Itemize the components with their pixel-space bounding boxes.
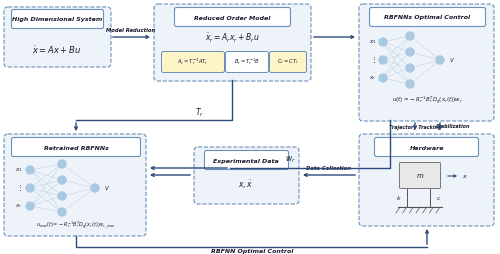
Text: $\vdots$: $\vdots$ (370, 55, 376, 65)
Circle shape (436, 56, 444, 64)
FancyBboxPatch shape (359, 134, 494, 226)
Text: $T_r$: $T_r$ (196, 107, 204, 119)
FancyBboxPatch shape (400, 163, 440, 188)
Text: RBFNN Optimal Control: RBFNN Optimal Control (211, 249, 293, 254)
Circle shape (406, 64, 414, 72)
Text: $x_1$: $x_1$ (369, 38, 377, 46)
Text: $\dot{x}_r = A_r x_r + B_r u$: $\dot{x}_r = A_r x_r + B_r u$ (204, 31, 260, 45)
Circle shape (406, 32, 414, 40)
Text: Data Collection: Data Collection (306, 166, 352, 170)
Circle shape (379, 74, 387, 82)
FancyBboxPatch shape (12, 137, 140, 156)
FancyBboxPatch shape (194, 147, 299, 204)
Text: $C_r = CT_r$: $C_r = CT_r$ (277, 58, 299, 67)
Text: $x_r$: $x_r$ (16, 202, 22, 210)
Text: Hardware: Hardware (410, 146, 444, 151)
Circle shape (91, 184, 99, 192)
Text: $x_1$: $x_1$ (15, 166, 23, 174)
Text: $u(t) = -R_r^{-1}B_r^T D_g(x_r(t))w_r$: $u(t) = -R_r^{-1}B_r^T D_g(x_r(t))w_r$ (392, 94, 462, 106)
FancyBboxPatch shape (4, 134, 146, 236)
FancyBboxPatch shape (174, 8, 290, 26)
FancyBboxPatch shape (162, 52, 224, 72)
Text: $m$: $m$ (416, 172, 424, 180)
Text: $V$: $V$ (104, 184, 110, 192)
Text: RBFNNs Optimal Control: RBFNNs Optimal Control (384, 15, 470, 21)
FancyBboxPatch shape (12, 9, 104, 28)
Text: $\dot{x} = Ax + Bu$: $\dot{x} = Ax + Bu$ (32, 44, 82, 56)
Text: $x_r$: $x_r$ (370, 74, 376, 82)
FancyBboxPatch shape (370, 8, 486, 26)
Text: $A_r = T_r^{-1}AT_r$: $A_r = T_r^{-1}AT_r$ (177, 57, 209, 67)
Circle shape (406, 48, 414, 56)
Circle shape (26, 166, 34, 174)
FancyBboxPatch shape (270, 52, 306, 72)
Circle shape (58, 192, 66, 200)
FancyBboxPatch shape (204, 151, 288, 169)
Text: $V$: $V$ (449, 56, 455, 64)
FancyBboxPatch shape (226, 52, 268, 72)
Text: $k$: $k$ (396, 194, 402, 202)
Circle shape (58, 176, 66, 184)
Text: Experimental Data: Experimental Data (213, 158, 279, 164)
Circle shape (58, 160, 66, 168)
FancyBboxPatch shape (154, 4, 311, 81)
Circle shape (379, 56, 387, 64)
Circle shape (406, 80, 414, 88)
Text: $B_r = T_r^{-1}B$: $B_r = T_r^{-1}B$ (234, 57, 260, 67)
Text: Retrained RBFNNs: Retrained RBFNNs (44, 146, 108, 151)
Circle shape (26, 202, 34, 210)
Circle shape (58, 208, 66, 216)
Text: Stabilization: Stabilization (436, 124, 470, 130)
Circle shape (26, 184, 34, 192)
FancyBboxPatch shape (4, 7, 111, 67)
Text: $w_r$: $w_r$ (284, 155, 296, 165)
FancyBboxPatch shape (374, 137, 478, 156)
Text: Trajectory Tracking: Trajectory Tracking (389, 124, 442, 130)
Text: $u_{new}(t) = -R_r^{-1}B_r^T D_g(x_r(t))w_{r\_new}$: $u_{new}(t) = -R_r^{-1}B_r^T D_g(x_r(t))… (36, 220, 116, 230)
Text: Model Reduction: Model Reduction (106, 27, 156, 33)
Circle shape (379, 38, 387, 46)
Text: $x$: $x$ (462, 172, 468, 180)
Text: High Dimensional System: High Dimensional System (12, 18, 102, 23)
Text: Reduced Order Model: Reduced Order Model (194, 15, 270, 21)
Text: $c$: $c$ (436, 195, 442, 201)
FancyBboxPatch shape (359, 4, 494, 121)
Text: $\vdots$: $\vdots$ (16, 183, 22, 193)
Text: $x, \dot{x}$: $x, \dot{x}$ (238, 179, 254, 192)
